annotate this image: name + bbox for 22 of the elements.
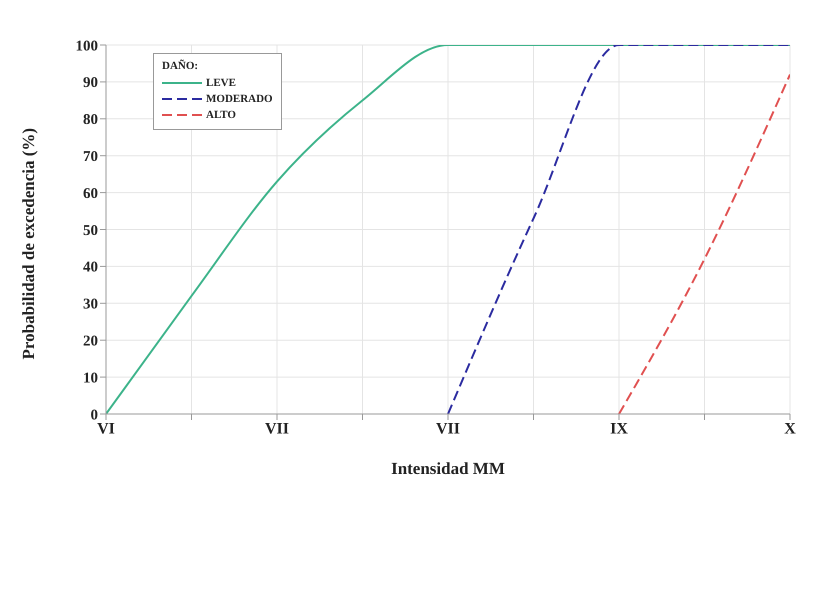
x-tick-label: VII [436,420,460,438]
y-tick-label: 30 [83,296,98,313]
x-tick-label: VII [264,420,290,438]
x-axis-title: Intensidad MM [391,459,505,478]
x-tick-label: X [784,420,796,438]
legend-label: MODERADO [206,93,273,105]
y-tick-label: 10 [83,370,98,386]
legend-label: ALTO [206,109,236,121]
y-tick-label: 90 [83,75,98,92]
y-tick-label: 60 [83,186,98,202]
x-tick-label: IX [610,420,628,438]
y-tick-label: 100 [76,38,98,54]
legend-title: DAÑO: [162,60,200,72]
y-tick-label: 80 [83,112,98,128]
y-tick-label: 70 [83,149,98,166]
x-tick-label: VI [97,420,115,438]
y-tick-label: 40 [83,260,98,276]
y-tick-label: 20 [83,334,98,350]
y-tick-label: 0 [90,407,98,424]
y-axis-title: Probabilidad de excedencia (%) [19,128,38,360]
legend-label: LEVE [206,77,236,89]
y-tick-label: 50 [83,222,98,239]
